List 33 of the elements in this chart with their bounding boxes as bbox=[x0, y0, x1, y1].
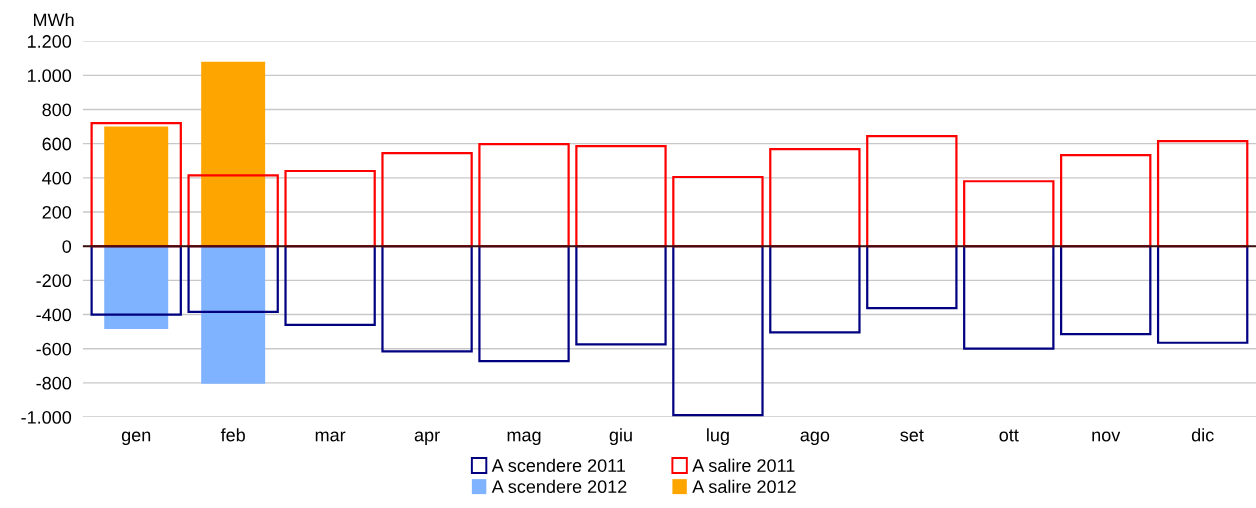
y-tick-label: -600 bbox=[36, 342, 72, 356]
x-tick-label: set bbox=[900, 429, 924, 442]
y-tick-label: 1.200 bbox=[27, 35, 72, 48]
y-tick-label: 200 bbox=[42, 205, 72, 219]
x-tick-label: gen bbox=[121, 431, 151, 446]
y-tick-label: -800 bbox=[36, 376, 72, 390]
y-tick-label: 0 bbox=[62, 240, 72, 253]
y-axis-title: MWh bbox=[33, 13, 74, 27]
x-tick-label: giu bbox=[609, 428, 632, 446]
y-tick-label: -400 bbox=[36, 308, 72, 322]
x-tick-label: apr bbox=[414, 431, 440, 446]
bar bbox=[201, 61, 266, 247]
x-tick-label: lug bbox=[707, 428, 729, 446]
x-tick-label: mar bbox=[315, 431, 346, 442]
x-tick-label: mag bbox=[507, 431, 541, 446]
x-tick-label: ott bbox=[999, 429, 1019, 442]
y-tick-label: 1.000 bbox=[27, 69, 72, 83]
y-tick-label: 400 bbox=[42, 171, 72, 185]
bar bbox=[104, 246, 169, 330]
y-tick-label: -200 bbox=[36, 274, 72, 288]
y-tick-label: -1.000 bbox=[21, 411, 72, 424]
legend-label: A scendere 2012 bbox=[491, 479, 627, 494]
legend-label: A scendere 2011 bbox=[491, 458, 626, 472]
x-tick-label: ago bbox=[800, 431, 830, 446]
y-tick-label: 600 bbox=[42, 137, 72, 151]
legend-label: A salire 2012 bbox=[692, 479, 796, 494]
x-tick-label: nov bbox=[1092, 431, 1121, 442]
x-tick-label: dic bbox=[1191, 428, 1214, 442]
bar bbox=[201, 246, 266, 384]
bar bbox=[104, 126, 169, 247]
y-tick-label: 800 bbox=[42, 103, 72, 117]
legend-label: A salire 2011 bbox=[692, 458, 795, 472]
x-tick-label: feb bbox=[220, 428, 245, 442]
